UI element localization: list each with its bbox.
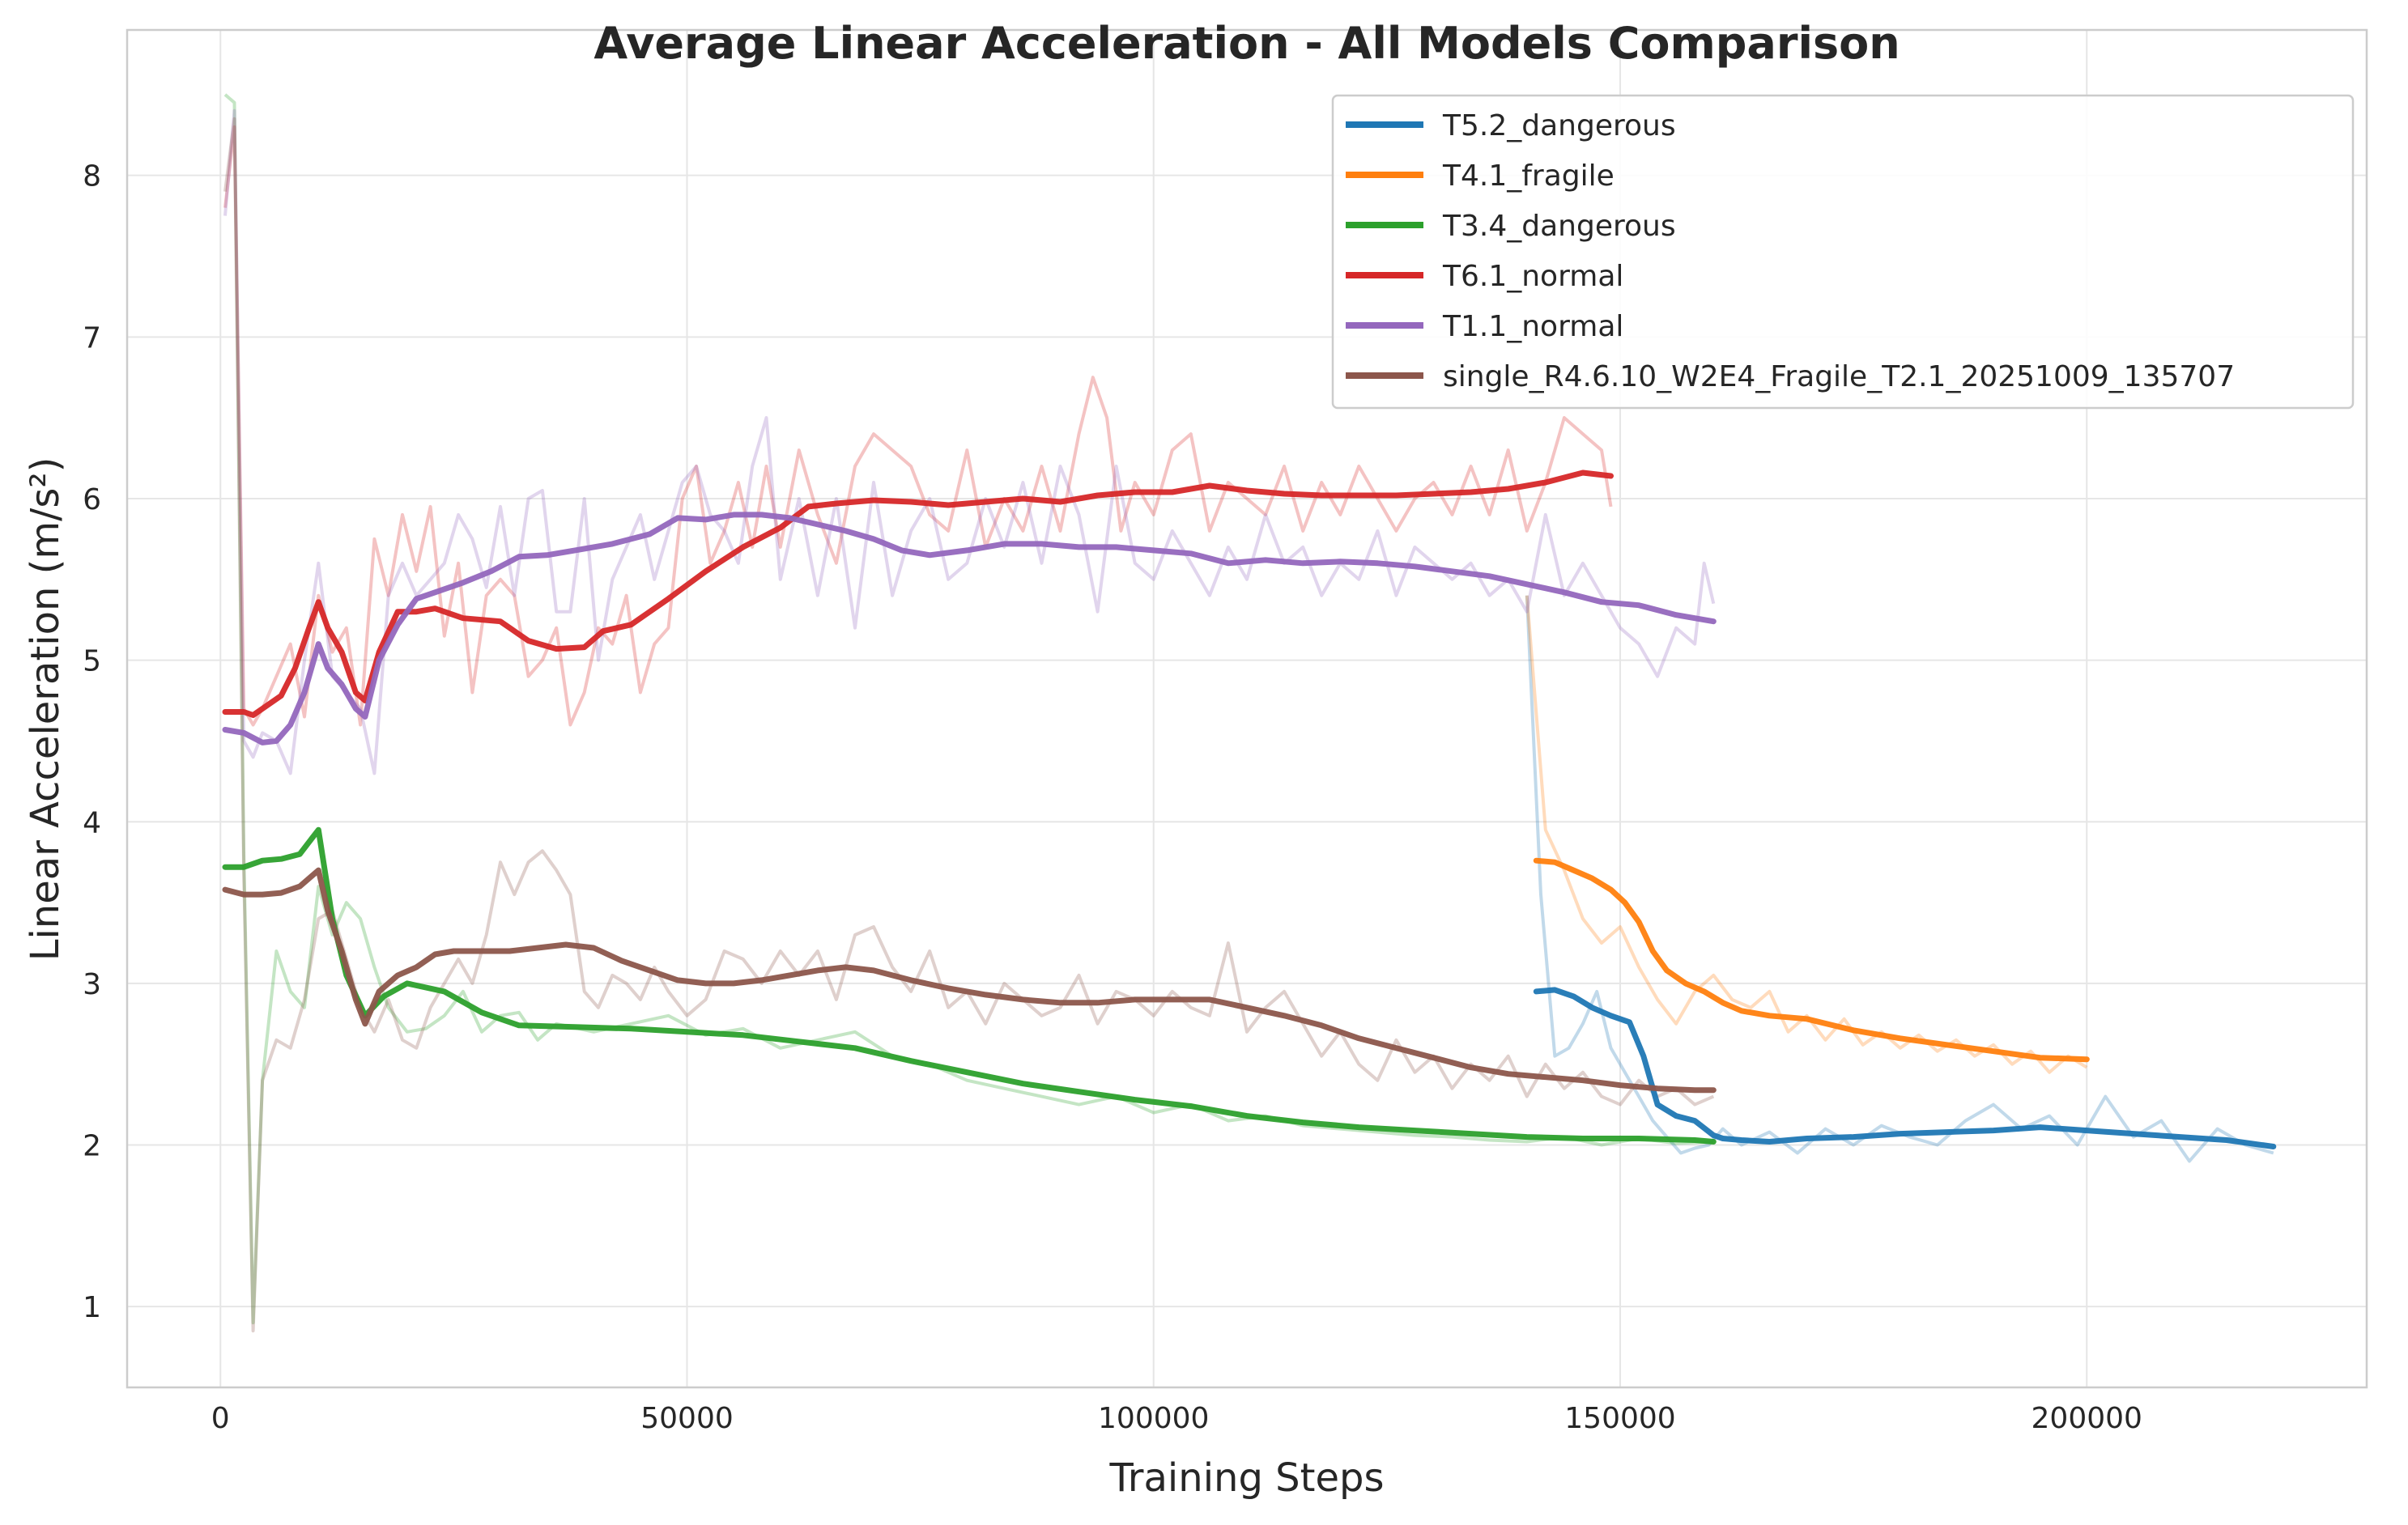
y-tick-label: 4 bbox=[83, 806, 101, 839]
y-tick-label: 6 bbox=[83, 483, 101, 516]
x-tick-label: 50000 bbox=[640, 1402, 734, 1435]
series-raw-line-1 bbox=[1525, 595, 2088, 1074]
legend-label-4: T1.1_normal bbox=[1442, 310, 1623, 343]
series-smoothed-line-3 bbox=[222, 469, 1614, 718]
grid-layer bbox=[127, 30, 2367, 1387]
series-smoothed-line-5 bbox=[222, 867, 1717, 1094]
series-smoothed-line-2 bbox=[222, 826, 1717, 1145]
series-raw-line-4 bbox=[223, 108, 1716, 775]
x-tick-label: 150000 bbox=[1564, 1402, 1675, 1435]
y-tick-label: 8 bbox=[83, 160, 101, 193]
y-tick-label: 1 bbox=[83, 1291, 101, 1324]
series-smoothed-line-0 bbox=[1533, 987, 2277, 1149]
smoothed-series-layer bbox=[222, 469, 2277, 1149]
x-axis-label: Training Steps bbox=[1109, 1455, 1385, 1501]
y-tick-label: 5 bbox=[83, 645, 101, 678]
x-tick-label: 200000 bbox=[2031, 1402, 2142, 1435]
legend-box bbox=[1331, 94, 2355, 410]
series-smoothed-line-4 bbox=[222, 512, 1717, 746]
tick-label-layer: 0 50000 100000 150000 200000 1 2 3 4 5 6 7 8 bbox=[83, 160, 2142, 1435]
raw-series-layer bbox=[223, 93, 2274, 1333]
legend-entries: T5.2_dangerous T4.1_fragile T3.4_dangerous… bbox=[1346, 109, 2235, 393]
y-tick-label: 3 bbox=[83, 968, 101, 1001]
legend-label-2: T3.4_dangerous bbox=[1442, 210, 1676, 243]
legend-label-5: single_R4.6.10_W2E4_Fragile_T2.1_2025100… bbox=[1443, 360, 2235, 393]
x-tick-label: 0 bbox=[211, 1402, 230, 1435]
legend-label-3: T6.1_normal bbox=[1442, 260, 1623, 293]
plot-frame bbox=[126, 28, 2368, 1389]
series-raw-line-5 bbox=[223, 117, 1715, 1333]
x-tick-label: 100000 bbox=[1098, 1402, 1209, 1435]
series-raw-line-3 bbox=[223, 125, 1613, 727]
series-smoothed-line-1 bbox=[1533, 857, 2090, 1063]
y-axis-label: Linear Acceleration (m/s²) bbox=[23, 457, 68, 962]
legend-label-1: T4.1_fragile bbox=[1442, 159, 1615, 193]
series-raw-line-0 bbox=[1525, 595, 2274, 1163]
legend: T5.2_dangerous T4.1_fragile T3.4_dangerous… bbox=[1331, 94, 2355, 410]
legend-label-0: T5.2_dangerous bbox=[1442, 109, 1676, 142]
y-tick-label: 7 bbox=[83, 321, 101, 355]
y-tick-label: 2 bbox=[83, 1130, 101, 1163]
chart-title: Average Linear Acceleration - All Models… bbox=[593, 18, 1900, 69]
